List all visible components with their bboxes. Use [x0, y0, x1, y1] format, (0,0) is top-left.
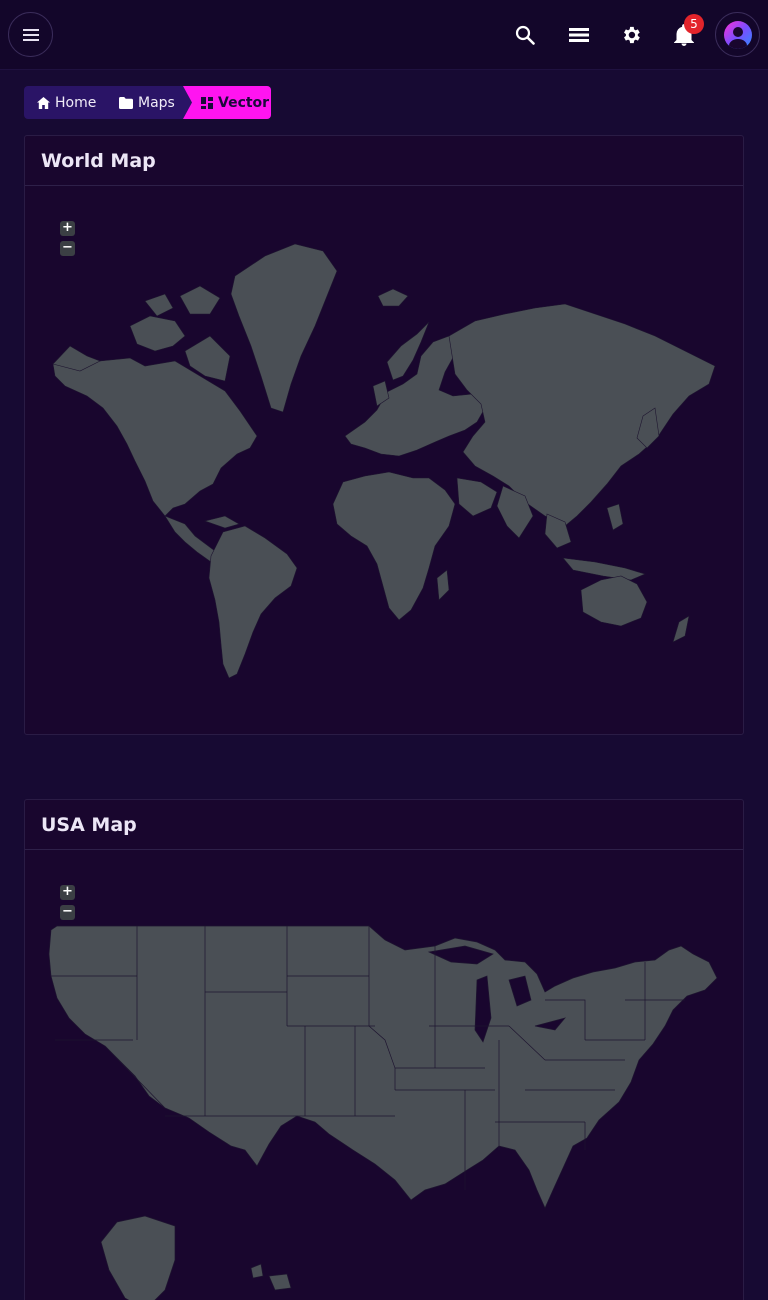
list-button[interactable]	[564, 20, 594, 50]
gear-icon	[624, 26, 640, 44]
usa-map-title: USA Map	[25, 800, 743, 850]
south-america	[208, 525, 298, 679]
breadcrumb-home-label: Home	[55, 94, 97, 111]
lake-michigan	[474, 975, 492, 1043]
breadcrumb-vector: Vector	[183, 86, 271, 119]
india	[496, 485, 534, 539]
world-map[interactable]	[25, 186, 743, 734]
lake-huron	[508, 975, 532, 1007]
lake-erie	[534, 1017, 566, 1031]
alaska	[100, 1215, 176, 1300]
search-icon	[515, 25, 535, 45]
continental-us	[48, 925, 718, 1209]
world-map-card: World Map + −	[24, 135, 744, 735]
australia	[580, 575, 648, 627]
usa-map[interactable]	[25, 850, 743, 1300]
usa-map-card: USA Map + −	[24, 799, 744, 1300]
hawaii-2	[268, 1273, 292, 1291]
japan	[636, 407, 660, 449]
southeast-asia	[544, 513, 572, 549]
usa-zoom-in-button[interactable]: +	[60, 885, 75, 900]
baffin-island	[184, 335, 231, 382]
scandinavia	[386, 321, 430, 381]
iceland	[377, 288, 409, 307]
usa-zoom-out-button[interactable]: −	[60, 905, 75, 920]
philippines	[606, 503, 624, 531]
arctic-islands	[179, 285, 221, 315]
north-america-landmass	[52, 355, 258, 517]
arctic-islands-2	[144, 293, 174, 317]
user-avatar-button[interactable]	[715, 12, 760, 57]
british-isles	[372, 380, 390, 407]
caribbean	[203, 515, 240, 529]
madagascar	[436, 569, 450, 601]
notification-badge: 5	[684, 14, 704, 34]
arabia	[456, 477, 498, 517]
africa	[332, 471, 456, 621]
breadcrumb-vector-label: Vector	[218, 94, 270, 111]
breadcrumb-maps-label: Maps	[138, 94, 175, 111]
hawaii	[250, 1263, 264, 1279]
indonesia	[562, 557, 646, 581]
alaska	[52, 345, 101, 372]
breadcrumb-maps[interactable]: Maps	[117, 86, 207, 119]
asia	[448, 303, 716, 527]
world-zoom-in-button[interactable]: +	[60, 221, 75, 236]
world-zoom-out-button[interactable]: −	[60, 241, 75, 256]
lake-superior	[427, 945, 494, 965]
search-button[interactable]	[510, 20, 540, 50]
home-icon	[37, 96, 50, 109]
list-icon	[569, 28, 589, 42]
breadcrumb: Home Maps Vector	[24, 86, 271, 119]
canadian-archipelago	[129, 315, 186, 352]
dashboard-icon	[201, 96, 213, 109]
avatar	[723, 20, 752, 49]
new-zealand	[672, 615, 690, 643]
greenland	[230, 243, 338, 413]
europe	[344, 335, 486, 457]
menu-icon	[22, 28, 39, 41]
breadcrumb-home[interactable]: Home	[24, 86, 117, 119]
folder-icon	[119, 96, 133, 109]
top-bar: 5	[0, 0, 768, 70]
menu-button[interactable]	[8, 12, 53, 57]
world-map-title: World Map	[25, 136, 743, 186]
settings-button[interactable]	[616, 20, 646, 50]
